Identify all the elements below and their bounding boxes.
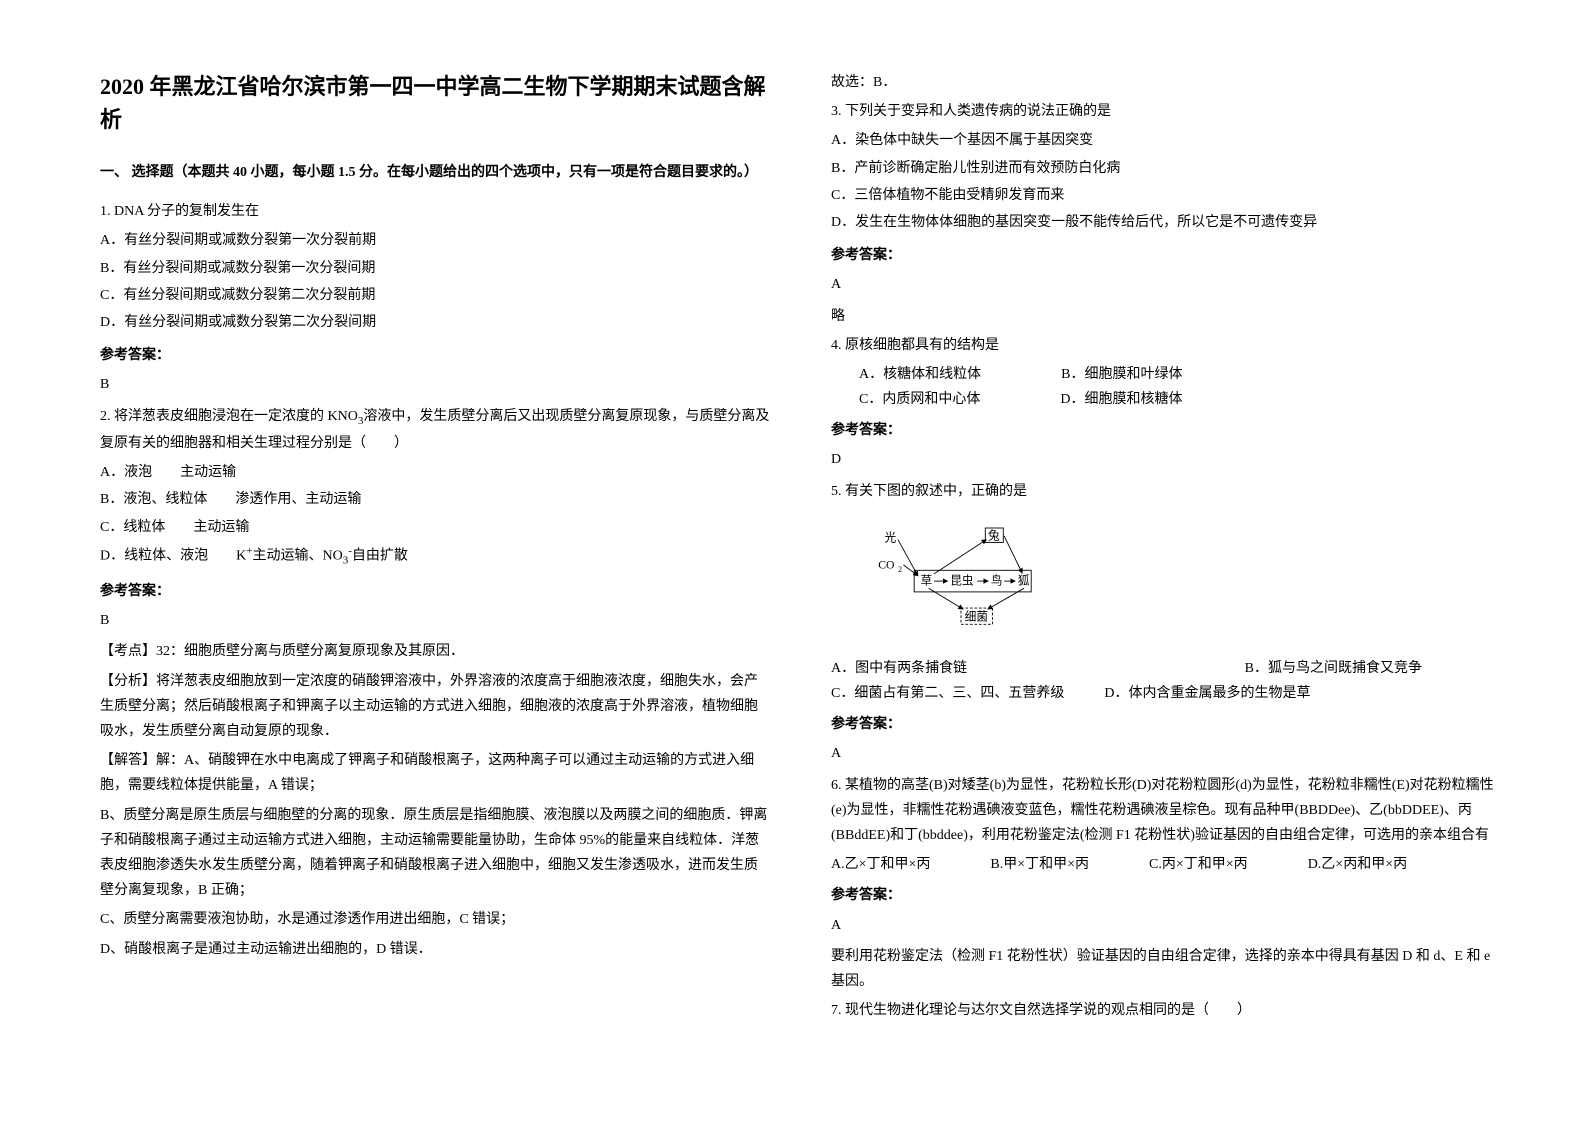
q4-ans-label: 参考答案： (831, 418, 1502, 443)
q2-optB: B．液泡、线粒体 渗透作用、主动运输 (100, 487, 771, 512)
q1-optD: D．有丝分裂间期或减数分裂第二次分裂间期 (100, 310, 771, 335)
q1-optA: A．有丝分裂间期或减数分裂第一次分裂前期 (100, 228, 771, 253)
q5-stem: 5. 有关下图的叙述中，正确的是 (831, 479, 1502, 504)
q2-exp6: D、硝酸根离子是通过主动运输进出细胞的，D 错误． (100, 937, 771, 962)
q5-ans: A (831, 741, 1502, 766)
q1-ans-label: 参考答案： (100, 343, 771, 368)
q5-optC: C．细菌占有第二、三、四、五营养级 (831, 681, 1064, 706)
q1-ans: B (100, 372, 771, 397)
col2-top: 故选：B． (831, 70, 1502, 95)
q2-optA: A．液泡 主动运输 (100, 460, 771, 485)
q3-ans-label: 参考答案： (831, 243, 1502, 268)
q3-exp: 略 (831, 304, 1502, 329)
q3-optB: B．产前诊断确定胎儿性别进而有效预防白化病 (831, 156, 1502, 181)
q4-optC: C．内质网和中心体 (859, 387, 980, 412)
left-column: 2020 年黑龙江省哈尔滨市第一四一中学高二生物下学期期末试题含解析 一、 选择… (100, 70, 771, 1082)
q5-row1: A．图中有两条捕食链 B．狐与鸟之间既捕食又竞争 (831, 656, 1502, 681)
q5-row2: C．细菌占有第二、三、四、五营养级 D．体内含重金属最多的生物是草 (831, 681, 1502, 706)
q1-stem: 1. DNA 分子的复制发生在 (100, 199, 771, 224)
dia-insect: 昆虫 (950, 575, 974, 588)
dia-grass: 草 (921, 575, 933, 588)
q5-optA: A．图中有两条捕食链 (831, 656, 967, 681)
q6-stem: 6. 某植物的高茎(B)对矮茎(b)为显性，花粉粒长形(D)对花粉粒圆形(d)为… (831, 773, 1502, 849)
dia-co2-a: CO (878, 558, 894, 571)
q4-optA: A．核糖体和线粒体 (859, 362, 981, 387)
q3-optC: C．三倍体植物不能由受精卵发育而来 (831, 183, 1502, 208)
q2-optD: D．线粒体、液泡 K+主动运输、NO3-自由扩散 (100, 542, 771, 571)
q5-optD: D．体内含重金属最多的生物是草 (1104, 681, 1310, 706)
q2-stem: 2. 将洋葱表皮细胞浸泡在一定浓度的 KNO3溶液中，发生质壁分离后又出现质壁分… (100, 404, 771, 457)
q4-optB: B．细胞膜和叶绿体 (1061, 362, 1182, 387)
dia-bacteria: 细菌 (965, 611, 988, 624)
q2-optC: C．线粒体 主动运输 (100, 515, 771, 540)
q6-exp: 要利用花粉鉴定法（检测 F1 花粉性状）验证基因的自由组合定律，选择的亲本中得具… (831, 944, 1502, 994)
q3-ans: A (831, 272, 1502, 297)
q5-optB: B．狐与鸟之间既捕食又竞争 (1245, 656, 1422, 681)
q2-exp5: C、质壁分离需要液泡协助，水是通过渗透作用进出细胞，C 错误； (100, 907, 771, 932)
q6-optC: C.丙×丁和甲×丙 (1149, 852, 1248, 877)
dia-light: 光 (885, 530, 897, 544)
dia-co2-sub: 2 (898, 565, 902, 574)
q2-exp1: 【考点】32：细胞质壁分离与质壁分离复原现象及其原因． (100, 639, 771, 664)
page-title: 2020 年黑龙江省哈尔滨市第一四一中学高二生物下学期期末试题含解析 (100, 70, 771, 136)
right-column: 故选：B． 3. 下列关于变异和人类遗传病的说法正确的是 A．染色体中缺失一个基… (831, 70, 1502, 1082)
q2-optD-a: D．线粒体、液泡 K (100, 549, 246, 564)
dia-fox: 狐 (1018, 574, 1030, 588)
q5-ans-label: 参考答案： (831, 712, 1502, 737)
q1-optB: B．有丝分裂间期或减数分裂第一次分裂间期 (100, 256, 771, 281)
q2-stem-a: 2. 将洋葱表皮细胞浸泡在一定浓度的 KNO (100, 409, 358, 424)
q1-optC: C．有丝分裂间期或减数分裂第二次分裂前期 (100, 283, 771, 308)
q4-stem: 4. 原核细胞都具有的结构是 (831, 333, 1502, 358)
q2-exp3: 【解答】解：A、硝酸钾在水中电离成了钾离子和硝酸根离子，这两种离子可以通过主动运… (100, 748, 771, 798)
q3-optD: D．发生在生物体体细胞的基因突变一般不能传给后代，所以它是不可遗传变异 (831, 210, 1502, 235)
q6-optD: D.乙×丙和甲×丙 (1308, 852, 1407, 877)
q7-stem: 7. 现代生物进化理论与达尔文自然选择学说的观点相同的是（ ） (831, 998, 1502, 1023)
dia-bird: 鸟 (991, 574, 1003, 588)
q3-stem: 3. 下列关于变异和人类遗传病的说法正确的是 (831, 99, 1502, 124)
q6-optB: B.甲×丁和甲×丙 (990, 852, 1089, 877)
q6-ans: A (831, 913, 1502, 938)
q6-ans-label: 参考答案： (831, 883, 1502, 908)
q4-opts: A．核糖体和线粒体 B．细胞膜和叶绿体 C．内质网和中心体 D．细胞膜和核糖体 (831, 362, 1502, 412)
section-heading: 一、 选择题（本题共 40 小题，每小题 1.5 分。在每小题给出的四个选项中，… (100, 160, 771, 185)
dia-rabbit: 兔 (988, 529, 1000, 543)
q2-exp2: 【分析】将洋葱表皮细胞放到一定浓度的硝酸钾溶液中，外界溶液的浓度高于细胞液浓度，… (100, 669, 771, 745)
q2-exp4: B、质壁分离是原生质层与细胞壁的分离的现象．原生质层是指细胞膜、液泡膜以及两膜之… (100, 803, 771, 904)
q3-optA: A．染色体中缺失一个基因不属于基因突变 (831, 128, 1502, 153)
q2-ans-label: 参考答案： (100, 579, 771, 604)
q6-opts: A.乙×丁和甲×丙 B.甲×丁和甲×丙 C.丙×丁和甲×丙 D.乙×丙和甲×丙 (831, 852, 1502, 877)
q2-ans: B (100, 608, 771, 633)
q4-optD: D．细胞膜和核糖体 (1060, 387, 1182, 412)
q5-diagram: 光 CO 2 草 昆虫 鸟 狐 兔 细菌 (871, 522, 1051, 642)
q6-optA: A.乙×丁和甲×丙 (831, 852, 930, 877)
q4-ans: D (831, 447, 1502, 472)
q2-optD-c: 自由扩散 (352, 549, 408, 564)
q2-optD-b: 主动运输、NO (252, 549, 342, 564)
